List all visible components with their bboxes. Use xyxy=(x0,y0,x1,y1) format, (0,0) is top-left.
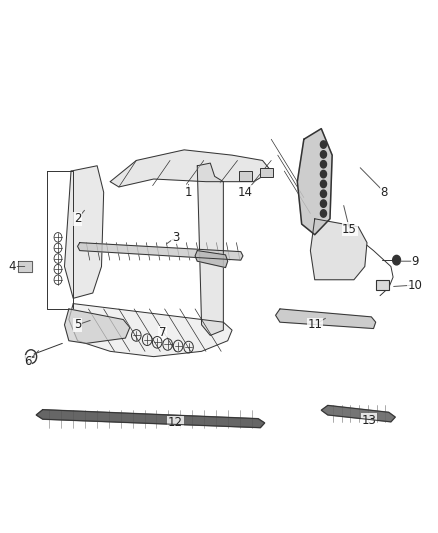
Polygon shape xyxy=(195,251,228,268)
Circle shape xyxy=(321,151,326,158)
Polygon shape xyxy=(197,163,223,335)
Circle shape xyxy=(392,255,400,265)
Text: 11: 11 xyxy=(307,318,322,332)
Text: 3: 3 xyxy=(172,231,179,244)
Circle shape xyxy=(321,160,326,168)
Circle shape xyxy=(321,200,326,207)
Bar xyxy=(260,168,273,177)
Polygon shape xyxy=(297,128,332,235)
Text: 4: 4 xyxy=(8,260,16,273)
Polygon shape xyxy=(276,309,376,328)
Circle shape xyxy=(321,190,326,198)
Circle shape xyxy=(321,180,326,188)
Text: 7: 7 xyxy=(159,326,166,340)
Polygon shape xyxy=(64,309,130,343)
Circle shape xyxy=(321,171,326,178)
Polygon shape xyxy=(64,166,104,298)
Text: 6: 6 xyxy=(24,356,31,368)
Bar xyxy=(376,280,389,290)
Text: 1: 1 xyxy=(185,186,192,199)
Polygon shape xyxy=(69,304,232,357)
Text: 8: 8 xyxy=(381,186,388,199)
Text: 14: 14 xyxy=(237,186,253,199)
Text: 9: 9 xyxy=(411,255,419,268)
Bar xyxy=(239,171,252,181)
Polygon shape xyxy=(110,150,271,187)
Text: 5: 5 xyxy=(74,318,81,332)
Text: 2: 2 xyxy=(74,212,81,225)
Text: 12: 12 xyxy=(168,416,183,430)
Polygon shape xyxy=(36,410,265,427)
Text: 13: 13 xyxy=(362,414,377,427)
Text: 10: 10 xyxy=(407,279,422,292)
Polygon shape xyxy=(311,219,367,280)
Circle shape xyxy=(321,141,326,148)
Circle shape xyxy=(321,210,326,217)
Polygon shape xyxy=(18,261,32,272)
Text: 15: 15 xyxy=(342,223,357,236)
Polygon shape xyxy=(78,243,243,260)
Polygon shape xyxy=(321,406,395,422)
